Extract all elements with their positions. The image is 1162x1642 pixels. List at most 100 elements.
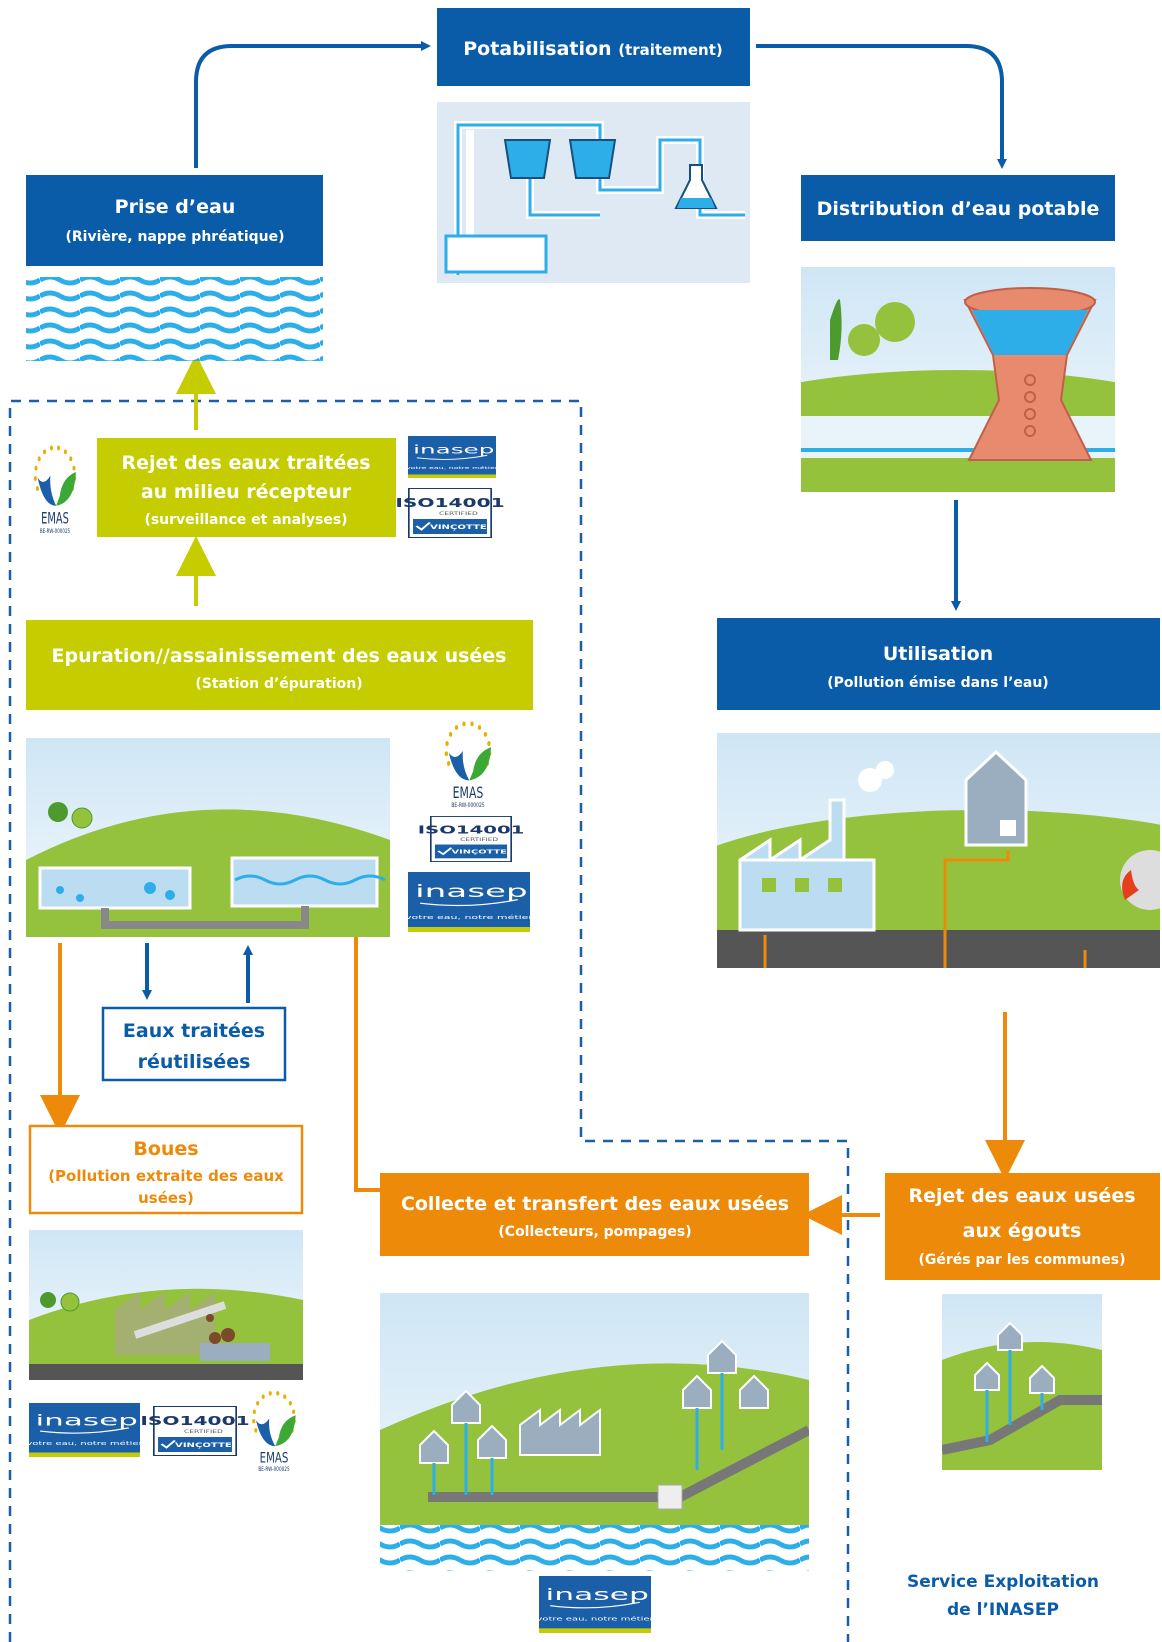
illustration-sewer bbox=[942, 1294, 1102, 1470]
node-subtitle: (traitement) bbox=[618, 41, 723, 59]
logo-star bbox=[445, 751, 448, 756]
logo-leaf-green bbox=[275, 1415, 295, 1446]
logo-star bbox=[57, 446, 60, 451]
logo-by: VINÇOTTE bbox=[175, 1441, 232, 1448]
logo-star bbox=[254, 1428, 257, 1432]
logo-star bbox=[50, 446, 53, 451]
node-title: Eaux traitées bbox=[123, 1020, 265, 1042]
logo-star bbox=[478, 725, 481, 730]
logo-star bbox=[462, 721, 465, 726]
diagram: Potabilisation (traitement) Prise d’eau … bbox=[0, 0, 1162, 1642]
logo-leaf-blue bbox=[449, 751, 469, 780]
logo-star bbox=[256, 1401, 259, 1405]
logo-strip bbox=[29, 1453, 140, 1457]
logo-star bbox=[447, 761, 450, 766]
logo-tagline: votre eau, notre métier bbox=[536, 1615, 654, 1621]
logo-strip bbox=[408, 475, 496, 478]
illustration-station bbox=[26, 738, 390, 937]
logo-star bbox=[445, 741, 448, 746]
logo-leaf-green bbox=[469, 747, 491, 780]
node-title: Rejet des eaux traitées bbox=[121, 452, 370, 474]
logo-name: inasep bbox=[546, 1585, 649, 1604]
node-box bbox=[26, 175, 323, 266]
node-title: Prise d’eau bbox=[115, 196, 236, 218]
logo-tagline: votre eau, notre métier bbox=[406, 465, 499, 470]
node-subtitle: (surveillance et analyses) bbox=[144, 512, 347, 528]
logo-name: inasep bbox=[413, 443, 494, 457]
logo-name: ISO14001 bbox=[395, 496, 504, 510]
logo-certified: CERTIFIED bbox=[460, 837, 498, 842]
logo-name: inasep bbox=[36, 1411, 138, 1429]
logo-leaf-green bbox=[56, 472, 76, 506]
logo-code: BE-RW-000025 bbox=[258, 1467, 289, 1474]
node-subtitle: (Rivière, nappe phréatique) bbox=[65, 229, 284, 245]
logo-star bbox=[449, 732, 452, 737]
logo-name: EMAS bbox=[41, 510, 69, 528]
logo-star bbox=[283, 1395, 286, 1399]
inasep-logo: inasep votre eau, notre métier bbox=[405, 872, 533, 932]
logo-star bbox=[262, 1395, 265, 1399]
logo-strip bbox=[408, 927, 530, 932]
logo-name: EMAS bbox=[453, 784, 484, 803]
footer-text: de l’INASEP bbox=[947, 1600, 1059, 1620]
logo-name: EMAS bbox=[260, 1449, 289, 1466]
logo-leaf-blue bbox=[256, 1419, 275, 1447]
node-subtitle: (Collecteurs, pompages) bbox=[498, 1224, 691, 1240]
logo-name: ISO14001 bbox=[418, 823, 525, 836]
logo-tagline: votre eau, notre métier bbox=[405, 914, 533, 921]
logo-by: VINÇOTTE bbox=[430, 523, 487, 530]
illustration-water bbox=[26, 277, 323, 361]
node-title: réutilisées bbox=[138, 1051, 251, 1073]
logo-certified: CERTIFIED bbox=[184, 1429, 223, 1434]
logo-star bbox=[69, 456, 72, 461]
logo-star bbox=[292, 1410, 295, 1414]
emas-logo: EMASBE-RW-000025 bbox=[445, 721, 492, 809]
logo-star bbox=[289, 1401, 292, 1405]
illustration-sludge bbox=[29, 1230, 303, 1380]
node-label: Potabilisation (traitement) bbox=[463, 38, 723, 60]
arrow bbox=[196, 46, 426, 168]
node-title: Boues bbox=[133, 1138, 198, 1160]
illustration-use bbox=[650, 733, 1162, 1012]
node-title: Utilisation bbox=[883, 643, 993, 665]
node-subtitle: (Station d’épuration) bbox=[195, 676, 362, 692]
logo-star bbox=[269, 1391, 272, 1395]
logo-star bbox=[455, 725, 458, 730]
inasep-logo: inasep votre eau, notre métier bbox=[406, 436, 499, 478]
inasep-logo: inasep votre eau, notre métier bbox=[26, 1403, 143, 1457]
logo-star bbox=[276, 1391, 279, 1395]
logo-star bbox=[34, 476, 37, 481]
arrow bbox=[756, 46, 1002, 164]
iso-logo: ISO14001CERTIFIED VINÇOTTE bbox=[418, 816, 525, 861]
inasep-logo: inasep votre eau, notre métier bbox=[536, 1576, 654, 1633]
illustration-treatment bbox=[437, 102, 750, 283]
logo-leaf-blue bbox=[38, 476, 57, 506]
illustration-distribution bbox=[698, 267, 1162, 492]
logo-star bbox=[72, 466, 75, 471]
logo-star bbox=[470, 721, 473, 726]
footer-text: Service Exploitation bbox=[907, 1572, 1099, 1592]
logo-star bbox=[38, 456, 41, 461]
node-title: Rejet des eaux usées bbox=[908, 1185, 1135, 1207]
node-subtitle: (Gérés par les communes) bbox=[919, 1252, 1126, 1268]
node-title: au milieu récepteur bbox=[141, 481, 352, 503]
logo-tagline: votre eau, notre métier bbox=[26, 1440, 143, 1446]
node-title: Potabilisation bbox=[463, 38, 611, 60]
logo-star bbox=[253, 1410, 256, 1414]
logo-name: inasep bbox=[415, 882, 528, 901]
logo-by: VINÇOTTE bbox=[451, 849, 506, 855]
node-title: Collecte et transfert des eaux usées bbox=[401, 1193, 789, 1215]
logo-strip bbox=[539, 1628, 651, 1633]
logo-name: ISO14001 bbox=[140, 1414, 249, 1428]
node-subtitle: (Pollution extraite des eaux bbox=[48, 1167, 284, 1185]
logo-star bbox=[252, 1419, 255, 1423]
logo-code: BE-RW-000025 bbox=[451, 802, 485, 809]
logo-certified: CERTIFIED bbox=[439, 511, 478, 516]
logo-star bbox=[64, 449, 67, 454]
logo-star bbox=[43, 449, 46, 454]
logo-code: BE-RW-000025 bbox=[40, 528, 70, 535]
